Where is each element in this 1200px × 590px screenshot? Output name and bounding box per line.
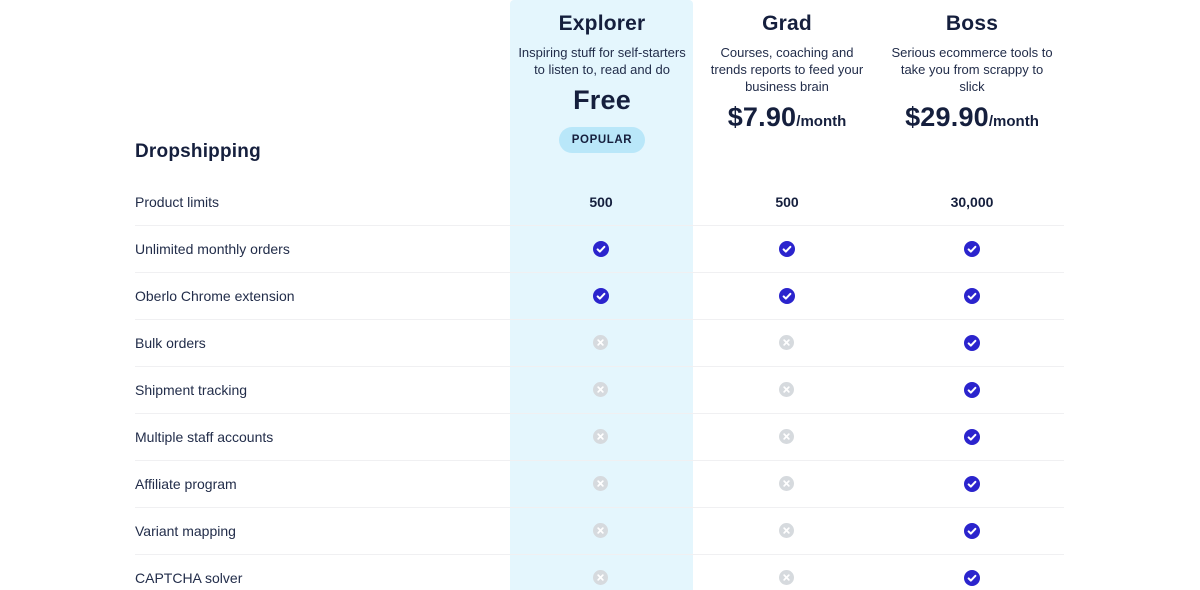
feature-label: Bulk orders — [135, 335, 206, 351]
feature-cell — [541, 414, 661, 460]
cross-icon — [593, 523, 609, 539]
feature-cell — [727, 367, 847, 413]
feature-cell — [541, 226, 661, 272]
feature-cell — [912, 367, 1032, 413]
plan-description: Courses, coaching and trends reports to … — [710, 45, 864, 94]
price-amount: $29.90 — [905, 102, 989, 132]
feature-cell — [727, 508, 847, 554]
check-icon — [964, 241, 980, 257]
feature-label: CAPTCHA solver — [135, 570, 243, 586]
feature-cell — [727, 461, 847, 507]
feature-cell — [541, 508, 661, 554]
check-icon — [964, 382, 980, 398]
check-icon — [964, 570, 980, 586]
plan-column-explorer: Explorer Inspiring stuff for self-starte… — [509, 0, 695, 153]
check-icon — [964, 335, 980, 351]
feature-label: Affiliate program — [135, 476, 237, 492]
cross-icon — [593, 382, 609, 398]
cross-icon — [779, 335, 795, 351]
cross-icon — [593, 476, 609, 492]
feature-cell — [912, 555, 1032, 590]
feature-value: 30,000 — [950, 194, 994, 210]
cross-icon — [779, 429, 795, 445]
table-row: Oberlo Chrome extension — [135, 273, 1064, 320]
plan-price: $7.90/month — [694, 102, 880, 133]
price-suffix: /month — [796, 113, 847, 130]
feature-cell — [541, 320, 661, 366]
feature-cell — [912, 508, 1032, 554]
price-amount: $7.90 — [727, 102, 797, 132]
cross-icon — [779, 570, 795, 586]
feature-cell — [912, 461, 1032, 507]
feature-cell — [727, 555, 847, 590]
plan-price: Free — [509, 85, 695, 116]
feature-cell — [912, 273, 1032, 319]
table-row: Bulk orders — [135, 320, 1064, 367]
plan-name: Grad — [762, 12, 812, 35]
feature-table: Product limits 500 500 30,000 Unlimited mont… — [135, 179, 1064, 590]
feature-value: 500 — [775, 194, 799, 210]
feature-label: Product limits — [135, 194, 220, 210]
popular-badge: POPULAR — [558, 127, 646, 153]
check-icon — [779, 288, 795, 304]
plan-description: Serious ecommerce tools to take you from… — [891, 45, 1053, 94]
plan-name: Boss — [945, 12, 999, 35]
plan-price: $29.90/month — [879, 102, 1065, 133]
plan-column-grad: Grad Courses, coaching and trends report… — [694, 0, 880, 133]
cross-icon — [779, 523, 795, 539]
check-icon — [964, 476, 980, 492]
feature-label: Shipment tracking — [135, 382, 248, 398]
feature-cell — [727, 414, 847, 460]
cross-icon — [593, 429, 609, 445]
feature-cell — [912, 226, 1032, 272]
feature-cell: 500 — [727, 179, 847, 225]
feature-label: Oberlo Chrome extension — [135, 288, 295, 304]
feature-value: 500 — [589, 194, 613, 210]
feature-cell: 500 — [541, 179, 661, 225]
cross-icon — [593, 335, 609, 351]
cross-icon — [779, 476, 795, 492]
check-icon — [593, 288, 609, 304]
check-icon — [964, 288, 980, 304]
cross-icon — [779, 382, 795, 398]
plan-description: Inspiring stuff for self-starters to lis… — [518, 45, 686, 77]
feature-cell — [727, 226, 847, 272]
feature-cell — [541, 461, 661, 507]
cross-icon — [593, 570, 609, 586]
plan-name: Explorer — [558, 12, 646, 35]
feature-cell — [541, 367, 661, 413]
table-row: Shipment tracking — [135, 367, 1064, 414]
table-row: Unlimited monthly orders — [135, 226, 1064, 273]
feature-label: Variant mapping — [135, 523, 236, 539]
feature-label: Multiple staff accounts — [135, 429, 274, 445]
section-title-dropshipping: Dropshipping — [135, 141, 261, 162]
feature-cell — [727, 273, 847, 319]
check-icon — [964, 429, 980, 445]
check-icon — [964, 523, 980, 539]
table-row: Product limits 500 500 30,000 — [135, 179, 1064, 226]
feature-cell — [912, 414, 1032, 460]
price-amount: Free — [573, 85, 631, 115]
feature-cell — [541, 273, 661, 319]
table-row: Multiple staff accounts — [135, 414, 1064, 461]
feature-cell — [541, 555, 661, 590]
feature-label: Unlimited monthly orders — [135, 241, 290, 257]
feature-cell: 30,000 — [912, 179, 1032, 225]
feature-cell — [912, 320, 1032, 366]
table-row: Affiliate program — [135, 461, 1064, 508]
check-icon — [779, 241, 795, 257]
price-suffix: /month — [988, 113, 1039, 130]
table-row: Variant mapping — [135, 508, 1064, 555]
table-row: CAPTCHA solver — [135, 555, 1064, 590]
check-icon — [593, 241, 609, 257]
plan-column-boss: Boss Serious ecommerce tools to take you… — [879, 0, 1065, 133]
feature-cell — [727, 320, 847, 366]
